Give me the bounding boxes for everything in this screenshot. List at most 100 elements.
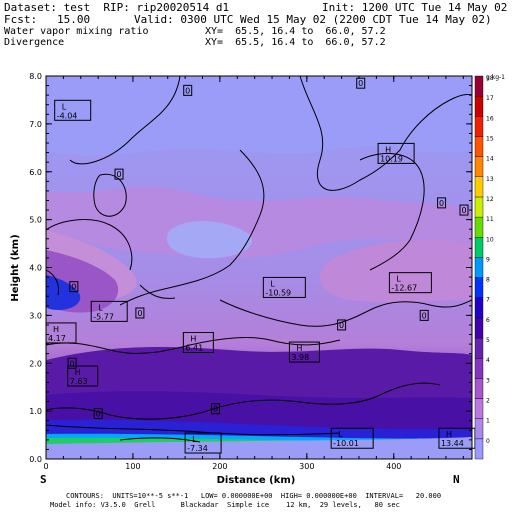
colorbar-swatch bbox=[474, 378, 484, 399]
y-tick-label: 0.0 bbox=[29, 455, 42, 464]
zero-label-text: 0 bbox=[439, 199, 444, 208]
colorbar-label: 7 bbox=[486, 297, 490, 304]
colorbar-label: 3 bbox=[486, 377, 490, 384]
colorbar-swatch bbox=[474, 95, 484, 117]
colorbar-swatch bbox=[474, 398, 484, 419]
contour-extremum-label: L-7.34 bbox=[184, 432, 222, 454]
footer-model-info: Model info: V3.5.0 Grell Blackadar Simpl… bbox=[50, 501, 400, 509]
y-tick-label: 7.0 bbox=[29, 120, 42, 129]
zero-contour-label: 0 bbox=[93, 408, 103, 420]
x-tick-label: 200 bbox=[212, 462, 227, 471]
zero-contour-label: 0 bbox=[69, 281, 79, 293]
header-init: Init: 1200 UTC Tue 14 May 02 bbox=[322, 1, 508, 14]
extremum-value: -10.59 bbox=[265, 288, 291, 297]
zero-label-text: 0 bbox=[137, 309, 142, 318]
zero-label-box bbox=[211, 403, 221, 415]
contour-line bbox=[46, 269, 59, 296]
contour-line bbox=[119, 437, 201, 443]
colorbar-label: 10 bbox=[486, 236, 494, 243]
colorbar-swatch bbox=[474, 237, 484, 258]
colorbar-swatch bbox=[474, 438, 484, 460]
zero-label-box bbox=[437, 197, 447, 209]
dry-layer-patch bbox=[166, 220, 252, 259]
divergence-contours bbox=[46, 76, 472, 443]
extremum-box bbox=[90, 300, 128, 322]
colorbar-swatch bbox=[474, 418, 484, 440]
zero-label-box bbox=[67, 357, 77, 369]
x-axis-title: Distance (km) bbox=[217, 475, 296, 486]
colorbar-swatch bbox=[474, 176, 484, 198]
colorbar-swatch bbox=[474, 358, 484, 379]
header-xy2: XY= 65.5, 16.4 to 66.0, 57.2 bbox=[205, 37, 386, 48]
contour-extremum-label: H7.63 bbox=[67, 365, 99, 387]
colorbar-label: 0 bbox=[486, 438, 490, 445]
x-tick-label: 300 bbox=[299, 462, 314, 471]
contour-extremum-label: H3.98 bbox=[288, 341, 320, 363]
colorbar-label: 1 bbox=[486, 418, 490, 425]
extremum-type: H bbox=[75, 368, 81, 377]
zero-label-box bbox=[337, 319, 347, 331]
footer-contours: CONTOURS: UNITS=10**-5 s**-1 LOW= 0.0000… bbox=[66, 492, 442, 500]
y-tick-label: 4.0 bbox=[29, 264, 42, 273]
colorbar-swatch bbox=[474, 216, 484, 238]
header-xy1: XY= 65.5, 16.4 to 66.0, 57.2 bbox=[205, 26, 386, 37]
contour-extremum-label: L-10.01 bbox=[330, 427, 374, 449]
zero-label-text: 0 bbox=[461, 206, 466, 215]
colorbar-label: 18 bbox=[486, 75, 494, 82]
colorbar-label: 5 bbox=[486, 337, 490, 344]
extremum-type: L bbox=[338, 430, 343, 439]
zero-label-text: 0 bbox=[422, 311, 427, 320]
zero-contour-label: 0 bbox=[419, 309, 429, 321]
colorbar-label: 16 bbox=[486, 115, 494, 122]
zero-contour-label: 0 bbox=[183, 84, 193, 96]
extremum-type: H bbox=[296, 344, 302, 353]
extremum-value: 6.41 bbox=[185, 343, 203, 352]
extremum-box bbox=[54, 99, 92, 121]
extremum-box bbox=[262, 276, 306, 298]
colorbar-unit: g kg-1 bbox=[486, 74, 505, 81]
colorbar-label: 14 bbox=[486, 156, 494, 163]
header-fcst: Fcst: 15.00 bbox=[4, 13, 91, 26]
y-tick-label: 2.0 bbox=[29, 359, 42, 368]
extremum-value: 13.44 bbox=[441, 439, 464, 448]
colorbar-swatch bbox=[474, 297, 484, 319]
extremum-value: -4.04 bbox=[57, 111, 78, 120]
x-tick-label: 0 bbox=[43, 462, 48, 471]
contour-line bbox=[299, 76, 472, 191]
zero-label-text: 0 bbox=[116, 170, 121, 179]
contour-line bbox=[359, 152, 425, 271]
zero-contour-label: 0 bbox=[211, 403, 221, 415]
contour-line bbox=[46, 424, 341, 436]
extremum-value: 3.98 bbox=[291, 353, 309, 362]
extremum-type: H bbox=[53, 325, 59, 334]
extremum-type: L bbox=[98, 303, 103, 312]
x-tick-label: 400 bbox=[386, 462, 401, 471]
header-field2: Divergence bbox=[4, 37, 65, 48]
extremum-value: -7.34 bbox=[187, 444, 208, 453]
zero-label-box bbox=[356, 77, 366, 89]
zero-label-text: 0 bbox=[96, 410, 101, 419]
colorbar-label: 6 bbox=[486, 317, 490, 324]
contour-line bbox=[69, 76, 181, 165]
header-field1: Water vapor mixing ratio bbox=[4, 26, 149, 37]
terrain bbox=[46, 437, 472, 459]
contour-extremum-label: H13.44 bbox=[438, 427, 476, 449]
contour-line bbox=[46, 219, 133, 271]
moisture-band-mid bbox=[46, 186, 472, 258]
zero-contour-label: 0 bbox=[356, 77, 366, 89]
zero-label-box bbox=[114, 168, 124, 180]
extremum-box bbox=[377, 142, 415, 164]
contour-extremum-label: H10.19 bbox=[377, 142, 415, 164]
colorbar-swatch bbox=[474, 277, 484, 298]
extremum-type: L bbox=[192, 435, 197, 444]
extremum-box bbox=[330, 427, 374, 449]
colorbar-label: 11 bbox=[486, 216, 494, 223]
axis-ticks bbox=[45, 75, 472, 460]
y-tick-label: 3.0 bbox=[29, 311, 42, 320]
extremum-value: 7.63 bbox=[70, 377, 88, 386]
zero-contour-label: 0 bbox=[114, 168, 124, 180]
contour-line bbox=[119, 149, 265, 306]
colorbar-label: 4 bbox=[486, 357, 490, 364]
contour-line bbox=[46, 337, 341, 354]
extremum-type: L bbox=[62, 102, 67, 111]
